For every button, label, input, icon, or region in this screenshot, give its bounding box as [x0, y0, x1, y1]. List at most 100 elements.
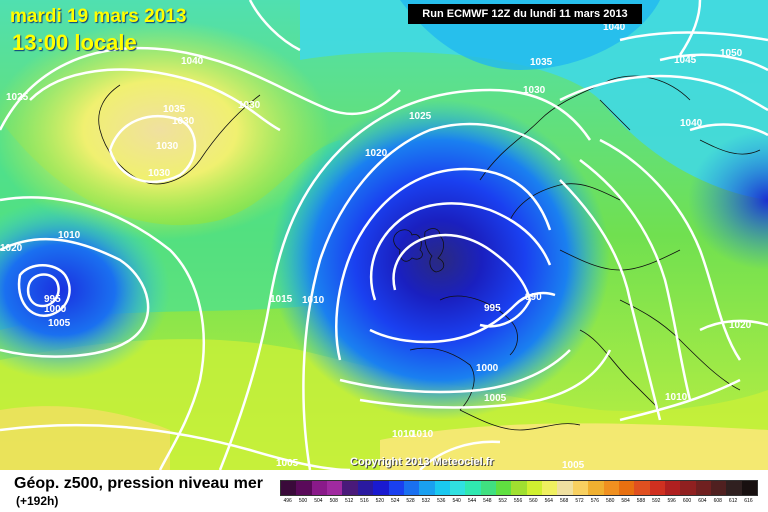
isobar-label: 995 — [484, 303, 501, 314]
isobar-label: 1025 — [6, 92, 29, 103]
scale-swatch — [511, 481, 527, 495]
isobar-label: 1010 — [58, 230, 81, 241]
scale-value-label: 576 — [590, 498, 600, 504]
scale-swatch — [526, 481, 543, 495]
scale-swatch — [557, 481, 573, 495]
isobar-label: 995 — [44, 294, 61, 305]
scale-value-label: 584 — [621, 498, 630, 504]
scale-value-label: 560 — [529, 498, 538, 504]
scale-swatch — [357, 481, 374, 495]
scale-swatch — [680, 481, 696, 495]
scale-value-label: 580 — [606, 498, 615, 504]
scale-swatch — [649, 481, 665, 495]
scale-swatch — [695, 481, 712, 495]
scale-value-label: 616 — [744, 498, 753, 504]
scale-value-label: 552 — [498, 498, 507, 504]
isobar-label: 1005 — [48, 318, 71, 329]
forecast-date: mardi 19 mars 2013 — [10, 6, 187, 27]
scale-swatch — [664, 481, 681, 495]
isobar-label: 1025 — [409, 111, 432, 122]
scale-value-label: 540 — [452, 498, 461, 504]
scale-swatch — [603, 481, 619, 495]
isobar-label: 1005 — [562, 460, 585, 470]
forecast-time: 13:00 locale — [12, 30, 137, 55]
scale-value-label: 532 — [421, 498, 431, 504]
map-svg: 1040 1035 1030 1030 1030 1030 1025 1020 … — [0, 0, 768, 470]
scale-swatch — [311, 481, 328, 495]
scale-value-label: 564 — [544, 498, 553, 504]
scale-value-label: 544 — [467, 498, 477, 504]
scale-value-label: 588 — [636, 498, 646, 504]
scale-value-label: 600 — [682, 498, 692, 504]
scale-swatch — [434, 481, 450, 495]
isobar-label: 1000 — [476, 363, 499, 374]
isobar-label: 1030 — [156, 141, 179, 152]
scale-swatch — [465, 481, 481, 495]
isobar-label: 1035 — [163, 104, 186, 115]
color-scale-labels: 496 500 504 508 512 516 520 524 528 532 536 540 544 5… — [280, 498, 756, 504]
isobar-label: 1030 — [148, 168, 171, 179]
central-low — [270, 100, 610, 420]
isobar-label: 1010 — [392, 429, 415, 440]
scale-value-label: 572 — [575, 498, 584, 504]
scale-swatch — [726, 481, 742, 495]
isobar-labels: 1040 1035 1030 1030 1030 1030 1025 1020 … — [0, 22, 752, 470]
scale-swatch — [449, 481, 466, 495]
south-pale-band — [380, 423, 768, 470]
isobar-label: 1010 — [411, 429, 434, 440]
isobar-label: 1045 — [674, 55, 697, 66]
isobar-label: 1005 — [484, 393, 507, 404]
scale-value-label: 508 — [329, 498, 338, 504]
scale-swatch — [342, 481, 358, 495]
scale-swatch — [618, 481, 635, 495]
north-cyan-band — [300, 0, 768, 200]
isobar-label: 1020 — [0, 243, 23, 254]
scale-value-label: 536 — [437, 498, 446, 504]
scale-swatch — [634, 481, 650, 495]
weather-map: 1040 1035 1030 1030 1030 1030 1025 1020 … — [0, 0, 768, 470]
scale-swatch — [296, 481, 312, 495]
isobar-label: 1015 — [270, 294, 293, 305]
scale-value-label: 516 — [360, 498, 369, 504]
scale-swatch — [281, 481, 297, 495]
greenland-high — [0, 20, 330, 240]
scale-swatch — [588, 481, 604, 495]
isobar-label: 990 — [525, 292, 542, 303]
scale-value-label: 612 — [728, 498, 738, 504]
isobar-label: 1030 — [523, 85, 546, 96]
scale-value-label: 524 — [391, 498, 400, 504]
copyright-text: Copyright 2013 Meteociel.fr — [350, 456, 494, 468]
scale-swatch — [572, 481, 589, 495]
isobar-label: 1040 — [603, 22, 626, 33]
isobar-label: 1030 — [172, 116, 195, 127]
scale-value-label: 592 — [652, 498, 661, 504]
scale-value-label: 608 — [713, 498, 722, 504]
isobar-label: 1035 — [530, 57, 553, 68]
isobar-label: 1040 — [680, 118, 703, 129]
east-low — [688, 130, 768, 270]
west-low — [0, 200, 170, 380]
legend-footer: Géop. z500, pression niveau mer (+192h) … — [0, 470, 768, 512]
scale-swatch — [403, 481, 420, 495]
scale-value-label: 556 — [513, 498, 523, 504]
scale-value-label: 596 — [667, 498, 676, 504]
isobar-label: 1005 — [276, 458, 299, 469]
scale-swatch — [542, 481, 558, 495]
scale-swatch — [388, 481, 404, 495]
scale-swatch — [496, 481, 512, 495]
isobar-label: 1010 — [665, 392, 688, 403]
isobars — [0, 0, 768, 470]
scale-value-label: 548 — [483, 498, 492, 504]
scale-swatch — [373, 481, 389, 495]
isobar-label: 1050 — [720, 48, 743, 59]
scale-value-label: 528 — [406, 498, 415, 504]
scale-value-label: 604 — [698, 498, 707, 504]
isobar-label: 1030 — [238, 100, 261, 111]
scale-swatch — [419, 481, 435, 495]
scale-value-label: 568 — [559, 498, 569, 504]
scale-swatch — [711, 481, 727, 495]
scale-value-label: 504 — [314, 498, 323, 504]
legend-title: Géop. z500, pression niveau mer — [14, 475, 263, 492]
scale-swatch — [741, 481, 758, 495]
scale-value-label: 512 — [344, 498, 354, 504]
